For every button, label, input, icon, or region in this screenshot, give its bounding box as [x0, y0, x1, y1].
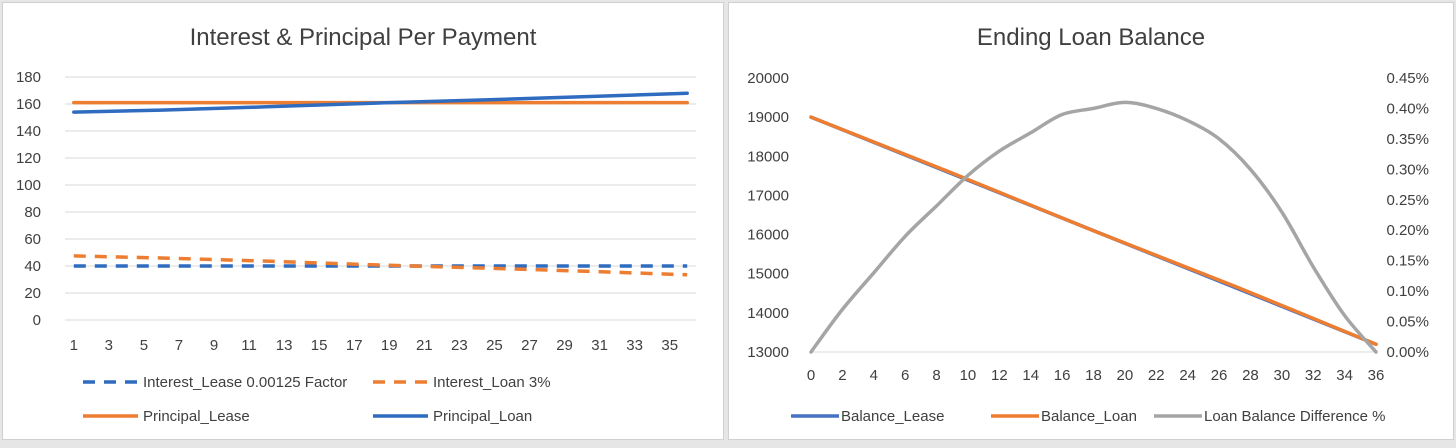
x-tick-label: 12	[991, 367, 1008, 384]
series-line	[809, 115, 1378, 346]
y-tick-label: 17000	[747, 187, 789, 204]
x-tick-label: 32	[1305, 367, 1322, 384]
y2-tick-label: 0.45%	[1386, 70, 1429, 87]
x-tick-label: 24	[1179, 367, 1196, 384]
y-tick-label: 100	[16, 177, 41, 194]
y2-tick-label: 0.15%	[1386, 253, 1429, 270]
x-tick-label: 13	[276, 337, 293, 354]
legend-label: Interest_Lease 0.00125 Factor	[143, 374, 347, 391]
right-chart-panel: Ending Loan Balance 20000 19000 18000 17000 1…	[728, 2, 1454, 440]
x-tick-label: 0	[807, 367, 815, 384]
y-tick-label: 120	[16, 150, 41, 167]
y-tick-label: 0	[33, 312, 41, 329]
x-tick-label: 2	[838, 367, 846, 384]
x-tick-label: 28	[1242, 367, 1259, 384]
series-line	[73, 254, 688, 277]
x-tick-label: 1	[70, 337, 78, 354]
x-tick-label: 18	[1085, 367, 1102, 384]
x-tick-label: 5	[140, 337, 148, 354]
y2-tick-label: 0.00%	[1386, 344, 1429, 361]
left-chart-svg: Interest & Principal Per Payment18016014…	[16, 24, 696, 425]
y-tick-label: 19000	[747, 109, 789, 126]
x-tick-label: 22	[1148, 367, 1165, 384]
legend-label: Principal_Lease	[143, 408, 250, 425]
x-tick-label: 8	[932, 367, 940, 384]
y2-tick-label: 0.35%	[1386, 131, 1429, 148]
x-tick-label: 29	[556, 337, 573, 354]
legend-label: Balance_Loan	[1041, 408, 1137, 425]
right-chart-svg: Ending Loan Balance 20000 19000 18000 17000 1…	[747, 24, 1429, 425]
x-tick-label: 25	[486, 337, 503, 354]
y-tick-label: 40	[24, 258, 41, 275]
y-tick-label: 20000	[747, 70, 789, 87]
legend-label: Balance_Lease	[841, 408, 944, 425]
y-tick-label: 80	[24, 204, 41, 221]
x-tick-label: 14	[1022, 367, 1039, 384]
x-tick-label: 31	[591, 337, 608, 354]
x-tick-label: 11	[241, 337, 257, 354]
x-tick-label: 17	[346, 337, 363, 354]
legend-label: Interest_Loan 3%	[433, 374, 551, 391]
left-chart-panel: Interest & Principal Per Payment 180 160 14…	[2, 2, 724, 440]
y2-tick-label: 0.30%	[1386, 161, 1429, 178]
x-tick-label: 15	[311, 337, 328, 354]
x-tick-label: 19	[381, 337, 398, 354]
y-tick-label: 20	[24, 285, 41, 302]
y-tick-label: 18000	[747, 148, 789, 165]
y-tick-label: 13000	[747, 344, 789, 361]
x-tick-label: 35	[661, 337, 678, 354]
y-tick-label: 60	[24, 231, 41, 248]
legend-label: Loan Balance Difference %	[1204, 408, 1386, 425]
x-tick-label: 26	[1211, 367, 1228, 384]
x-tick-label: 10	[960, 367, 977, 384]
series-line	[809, 100, 1378, 354]
y2-tick-label: 0.25%	[1386, 192, 1429, 209]
y-tick-label: 16000	[747, 227, 789, 244]
chart-title: Ending Loan Balance	[977, 24, 1205, 51]
x-tick-label: 9	[210, 337, 218, 354]
y-tick-label: 140	[16, 123, 41, 140]
x-tick-label: 16	[1054, 367, 1071, 384]
y-tick-label: 180	[16, 69, 41, 86]
y2-tick-label: 0.05%	[1386, 314, 1429, 331]
y2-tick-label: 0.20%	[1386, 222, 1429, 239]
x-tick-label: 36	[1368, 367, 1385, 384]
x-tick-label: 3	[105, 337, 113, 354]
chart-title: Interest & Principal Per Payment	[190, 24, 537, 51]
y-tick-label: 14000	[747, 305, 789, 322]
x-tick-label: 4	[870, 367, 878, 384]
x-tick-label: 34	[1336, 367, 1353, 384]
x-tick-label: 21	[416, 337, 433, 354]
y-tick-label: 15000	[747, 266, 789, 283]
y-tick-label: 160	[16, 96, 41, 113]
x-tick-label: 27	[521, 337, 538, 354]
x-tick-label: 30	[1273, 367, 1290, 384]
series-line	[72, 91, 689, 114]
x-tick-label: 20	[1117, 367, 1134, 384]
y2-tick-label: 0.40%	[1386, 100, 1429, 117]
x-tick-label: 7	[175, 337, 183, 354]
x-tick-label: 23	[451, 337, 468, 354]
y2-tick-label: 0.10%	[1386, 283, 1429, 300]
legend-label: Principal_Loan	[433, 408, 532, 425]
x-tick-label: 6	[901, 367, 909, 384]
x-tick-label: 33	[626, 337, 643, 354]
